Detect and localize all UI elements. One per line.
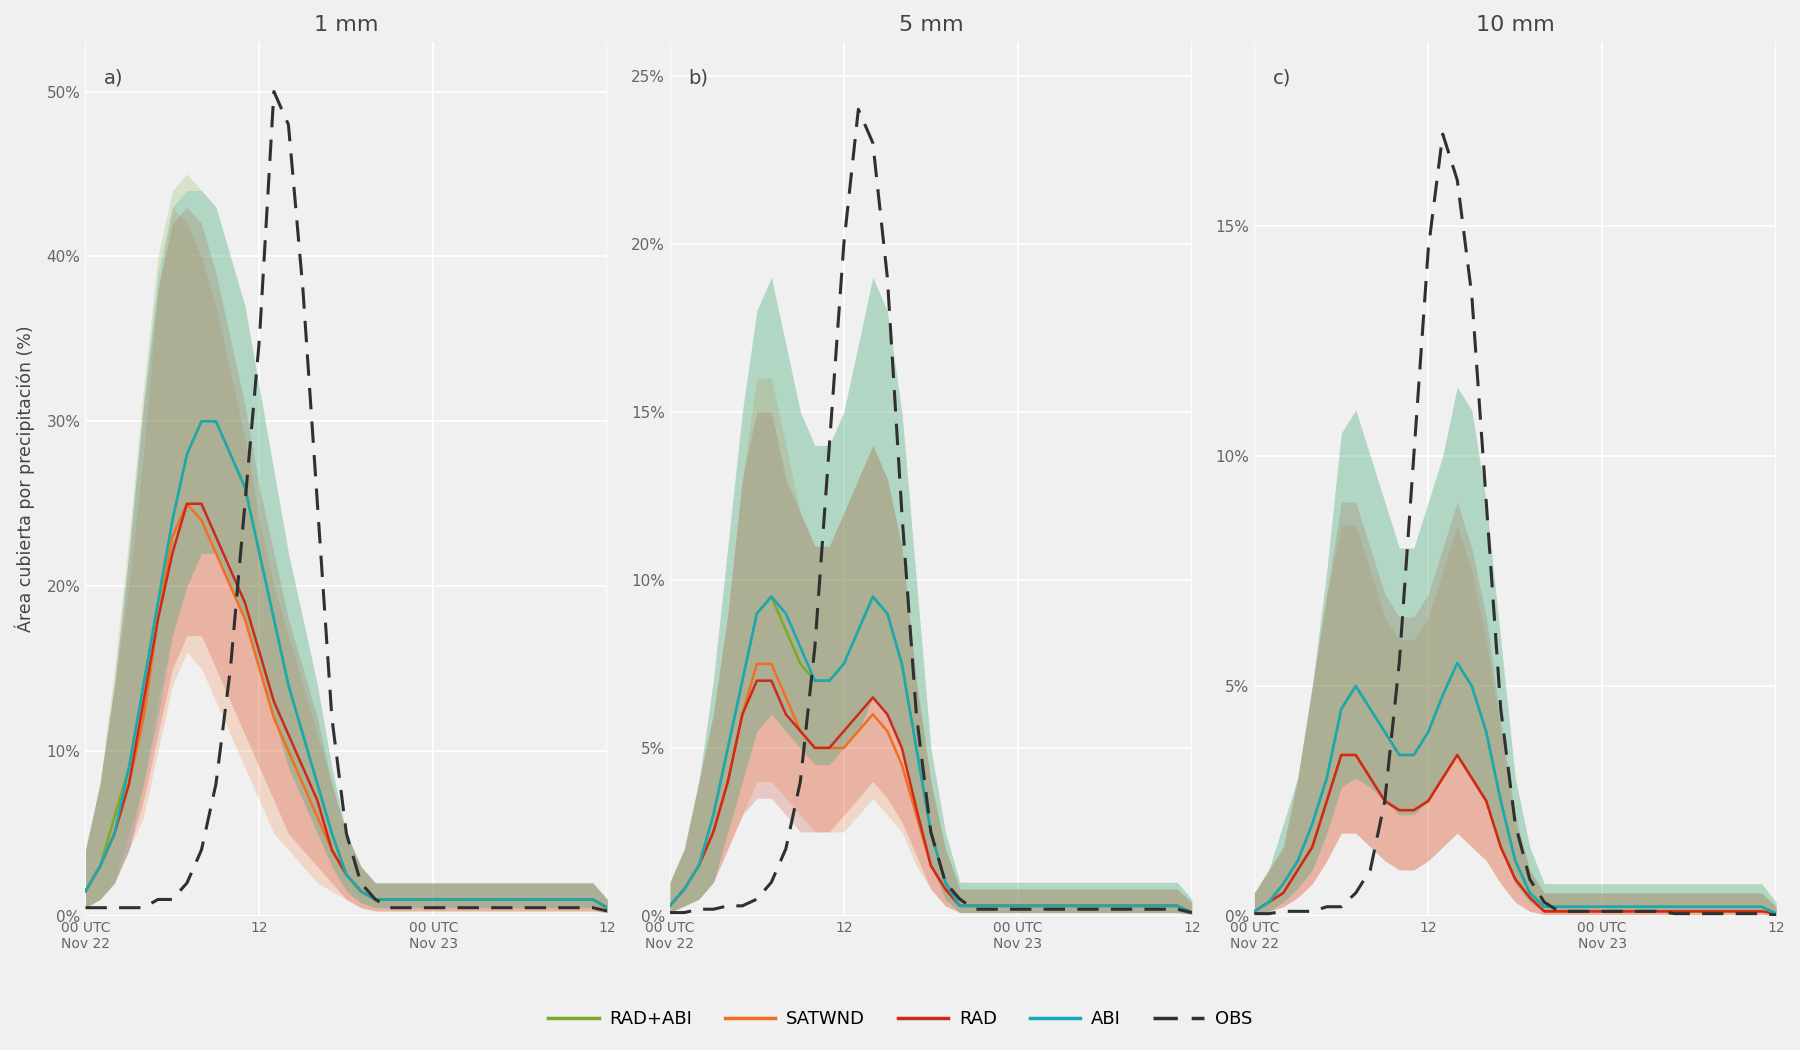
Text: c): c) <box>1273 68 1291 87</box>
Legend: RAD+ABI, SATWND, RAD, ABI, OBS: RAD+ABI, SATWND, RAD, ABI, OBS <box>540 1004 1260 1035</box>
Y-axis label: Área cubierta por precipitación (%): Área cubierta por precipitación (%) <box>14 326 36 632</box>
Text: a): a) <box>104 68 122 87</box>
Title: 5 mm: 5 mm <box>898 15 963 35</box>
Title: 1 mm: 1 mm <box>315 15 378 35</box>
Text: b): b) <box>688 68 707 87</box>
Title: 10 mm: 10 mm <box>1476 15 1555 35</box>
